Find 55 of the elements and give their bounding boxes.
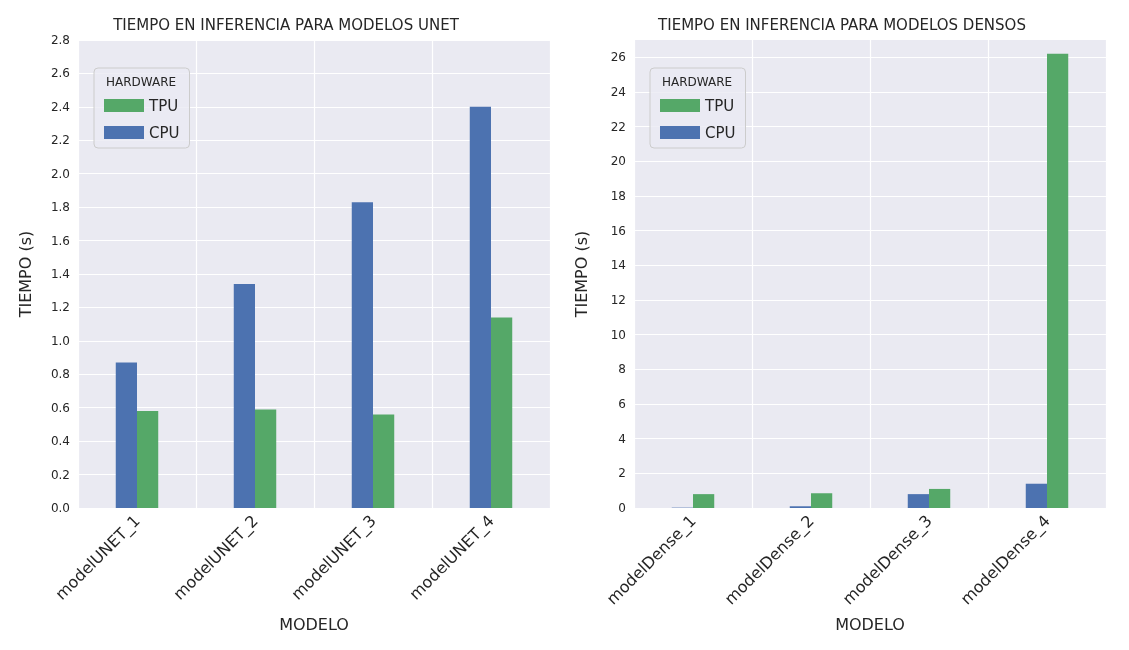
y-tick-label: 8 xyxy=(618,362,626,377)
legend-title: HARDWARE xyxy=(662,75,733,89)
y-tick-label: 4 xyxy=(618,431,626,446)
y-tick-label: 0.6 xyxy=(50,400,70,415)
bar xyxy=(1047,53,1069,508)
y-tick-label: 2.0 xyxy=(50,166,70,181)
y-tick-label: 22 xyxy=(610,119,626,134)
x-axis-title: MODELO xyxy=(835,614,905,634)
y-tick-label: 2.4 xyxy=(50,99,70,114)
y-tick-label: 2 xyxy=(618,466,626,481)
y-axis-title: TIEMPO (s) xyxy=(15,230,35,319)
legend-label: TPU xyxy=(704,96,735,115)
bar xyxy=(929,488,951,508)
bar xyxy=(255,409,277,508)
y-tick-label: 1.6 xyxy=(50,233,70,248)
bar xyxy=(491,317,513,508)
bar xyxy=(907,494,929,508)
y-tick-label: 20 xyxy=(610,154,626,169)
x-axis-title: MODELO xyxy=(279,614,349,634)
y-tick-label: 2.6 xyxy=(50,66,70,81)
y-tick-label: 24 xyxy=(610,85,626,99)
y-tick-label: 0.2 xyxy=(50,467,70,482)
bar xyxy=(1025,483,1047,508)
y-tick-label: 1.4 xyxy=(50,267,70,281)
y-tick-label: 6 xyxy=(618,397,626,411)
legend-label: CPU xyxy=(705,123,736,142)
y-tick-label: 14 xyxy=(610,258,626,273)
y-tick-label: 1.2 xyxy=(50,300,70,315)
y-tick-label: 0.8 xyxy=(50,367,70,382)
legend-title: HARDWARE xyxy=(106,75,177,89)
y-axis-title: TIEMPO (s) xyxy=(571,230,591,319)
chart-title: TIEMPO EN INFERENCIA PARA MODELOS DENSOS xyxy=(657,15,1026,34)
y-tick-label: 2.2 xyxy=(50,133,70,148)
y-tick-label: 18 xyxy=(610,189,626,203)
y-tick-label: 0 xyxy=(618,501,626,515)
y-tick-label: 2.8 xyxy=(50,33,70,47)
bar xyxy=(811,493,833,508)
bar xyxy=(115,362,137,508)
bar xyxy=(693,494,715,508)
y-tick-label: 1.8 xyxy=(50,200,70,215)
y-tick-label: 12 xyxy=(610,293,626,307)
bar xyxy=(373,414,395,508)
y-tick-label: 0.0 xyxy=(50,501,70,515)
chart-title: TIEMPO EN INFERENCIA PARA MODELOS UNET xyxy=(112,15,460,34)
y-tick-label: 1.0 xyxy=(50,333,70,348)
y-tick-label: 10 xyxy=(610,327,626,342)
legend-label: CPU xyxy=(149,123,180,142)
y-tick-label: 0.4 xyxy=(50,434,70,449)
bar xyxy=(233,284,255,508)
legend-label: TPU xyxy=(148,96,179,115)
y-tick-label: 26 xyxy=(610,50,626,65)
bar xyxy=(469,106,491,508)
bar xyxy=(351,202,373,508)
bar xyxy=(137,411,159,508)
y-tick-label: 16 xyxy=(610,223,626,238)
